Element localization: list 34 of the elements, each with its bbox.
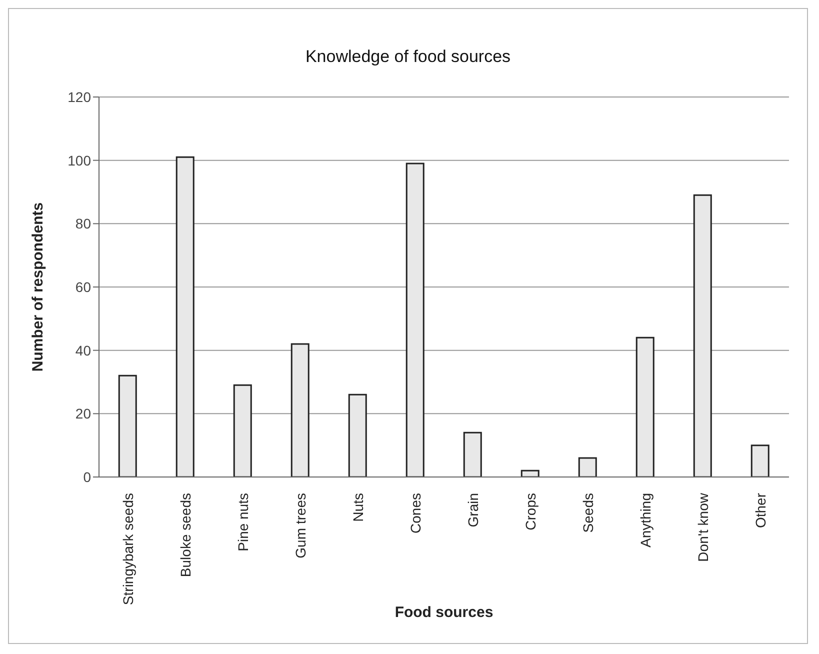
bar	[406, 162, 424, 477]
bar	[520, 470, 540, 477]
y-tick-label: 40	[75, 342, 92, 358]
y-tick-label: 80	[75, 216, 92, 232]
bar	[118, 374, 137, 477]
x-tick-label: Buloke seeds	[177, 493, 194, 578]
x-tick-label: Don't know	[694, 492, 711, 562]
bar	[233, 384, 252, 477]
x-tick-label: Gum trees	[292, 493, 308, 558]
x-tick-label: Seeds	[580, 493, 596, 533]
y-tick-label: 120	[68, 88, 92, 105]
x-tick-label: Other	[752, 492, 768, 528]
y-tick-label: 20	[75, 406, 92, 422]
bar	[636, 336, 654, 477]
y-axis-title: Number of respondents	[29, 202, 46, 372]
bar	[750, 444, 770, 477]
y-tick-label: 60	[75, 278, 92, 295]
x-tick-label: Crops	[522, 493, 538, 530]
bar	[693, 194, 712, 477]
x-tick-label: Cones	[407, 493, 424, 534]
bar	[348, 394, 367, 477]
x-tick-label: Stringybark seeds	[120, 493, 136, 606]
y-tick-label: 100	[68, 152, 92, 168]
x-tick-label: Pine nuts	[234, 493, 251, 552]
chart-title: Knowledge of food sources	[304, 47, 512, 67]
bar	[176, 156, 194, 477]
x-tick-label: Nuts	[350, 493, 366, 522]
bar	[463, 432, 482, 477]
y-tick-label: 0	[83, 468, 92, 485]
bar	[578, 457, 597, 477]
x-tick-label: Anything	[637, 493, 654, 548]
x-tick-label: Grain	[464, 493, 481, 528]
bar	[290, 343, 310, 477]
x-axis-title: Food sources	[394, 604, 494, 621]
